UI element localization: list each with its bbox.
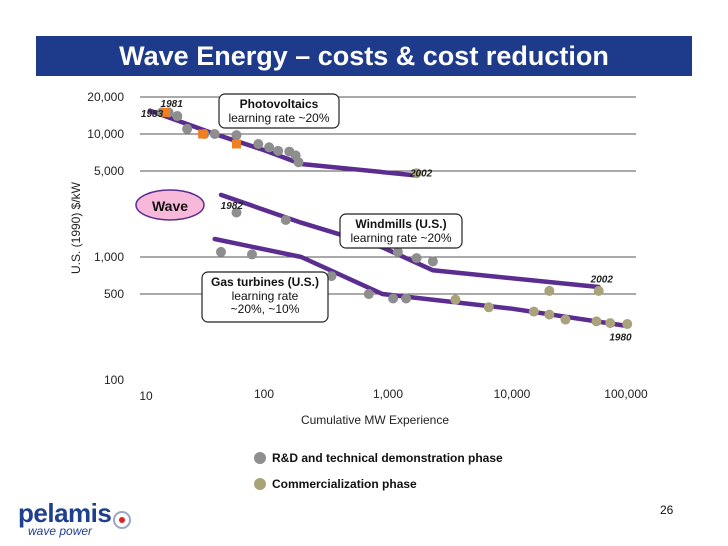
- rd-point: [326, 271, 337, 282]
- x-tick-label: 1,000: [373, 387, 403, 401]
- rd-point: [172, 111, 183, 122]
- commercial-point: [528, 306, 539, 317]
- rd-point: [401, 293, 412, 304]
- commercial-point: [605, 318, 616, 329]
- rd-point: [388, 293, 399, 304]
- year-label: 1980: [609, 332, 632, 343]
- commercial-point: [593, 285, 604, 296]
- x-tick-label: 10,000: [494, 387, 531, 401]
- legend-marker: [254, 452, 266, 464]
- rd-point: [411, 253, 422, 264]
- wave-label-ellipse: [135, 189, 205, 221]
- commercial-point: [622, 319, 633, 330]
- rd-point: [231, 130, 242, 141]
- y-tick-label: 500: [104, 287, 124, 301]
- commercial-point: [560, 314, 571, 325]
- commercial-point: [591, 316, 602, 327]
- commercial-point: [544, 285, 555, 296]
- rd-point: [392, 246, 403, 257]
- annotation-text: learning rate ~20%: [350, 231, 451, 245]
- x-tick-label: 100: [254, 387, 274, 401]
- rd-point: [246, 249, 257, 260]
- annotation-box: [201, 271, 329, 323]
- x-tick-label: 100,000: [604, 387, 648, 401]
- legend-marker: [254, 478, 266, 490]
- rd-point: [363, 289, 374, 300]
- annotation-title: Photovoltaics: [240, 97, 319, 111]
- slide-title: Wave Energy – costs & cost reduction: [119, 41, 609, 71]
- wave-point: [160, 107, 170, 117]
- y-tick-label: 1,000: [94, 250, 124, 264]
- year-label: 1981: [161, 99, 184, 110]
- y-tick-label: 100: [104, 373, 124, 387]
- year-label: 1983: [141, 109, 164, 120]
- annotation-title: Windmills (U.S.): [355, 217, 446, 231]
- rd-point: [264, 142, 275, 153]
- rd-point: [427, 256, 438, 267]
- year-label: 2002: [590, 275, 614, 286]
- y-tick-label: 10,000: [87, 127, 124, 141]
- annotation-box: [339, 213, 463, 249]
- y-tick-label: 5,000: [94, 164, 124, 178]
- logo-dot-icon: [119, 517, 125, 523]
- x-axis-label: Cumulative MW Experience: [301, 413, 449, 427]
- rd-point: [273, 145, 284, 156]
- rd-point: [253, 138, 264, 149]
- y-tick-label: 20,000: [87, 90, 124, 104]
- rd-point: [215, 246, 226, 257]
- rd-point: [231, 207, 242, 218]
- wave-point: [231, 139, 241, 149]
- commercial-point: [544, 309, 555, 320]
- rd-point: [293, 157, 304, 168]
- year-label: 1982: [221, 201, 244, 212]
- wave-label: Wave: [152, 198, 188, 214]
- wave-point: [198, 129, 208, 139]
- annotation-text: learning rate ~20%: [228, 111, 329, 125]
- rd-point: [209, 129, 220, 140]
- page-number: 26: [660, 503, 674, 517]
- commercial-point: [483, 302, 494, 313]
- x-tick-label: 10: [139, 389, 153, 403]
- commercial-point: [411, 168, 422, 179]
- rd-point: [182, 123, 193, 134]
- annotation-title: Gas turbines (U.S.): [211, 275, 319, 289]
- annotation-text: ~20%, ~10%: [231, 302, 300, 316]
- title-bar: Wave Energy – costs & cost reduction: [36, 36, 692, 76]
- legend-label: R&D and technical demonstration phase: [272, 451, 503, 465]
- logo-tagline: wave power: [28, 524, 93, 538]
- year-label: 2002: [409, 169, 433, 180]
- logo-wordmark: pelamis: [18, 498, 112, 528]
- legend-label: Commercialization phase: [272, 477, 417, 491]
- pelamis-logo: pelamis wave power: [18, 498, 138, 538]
- trend-line: [147, 108, 419, 178]
- commercial-point: [450, 294, 461, 305]
- logo-swirl-icon: [113, 511, 131, 529]
- annotation-text: learning rate: [232, 289, 299, 303]
- rd-point: [280, 214, 291, 225]
- y-axis-label: U.S. (1990) $/kW: [69, 181, 83, 274]
- annotation-box: [218, 93, 340, 129]
